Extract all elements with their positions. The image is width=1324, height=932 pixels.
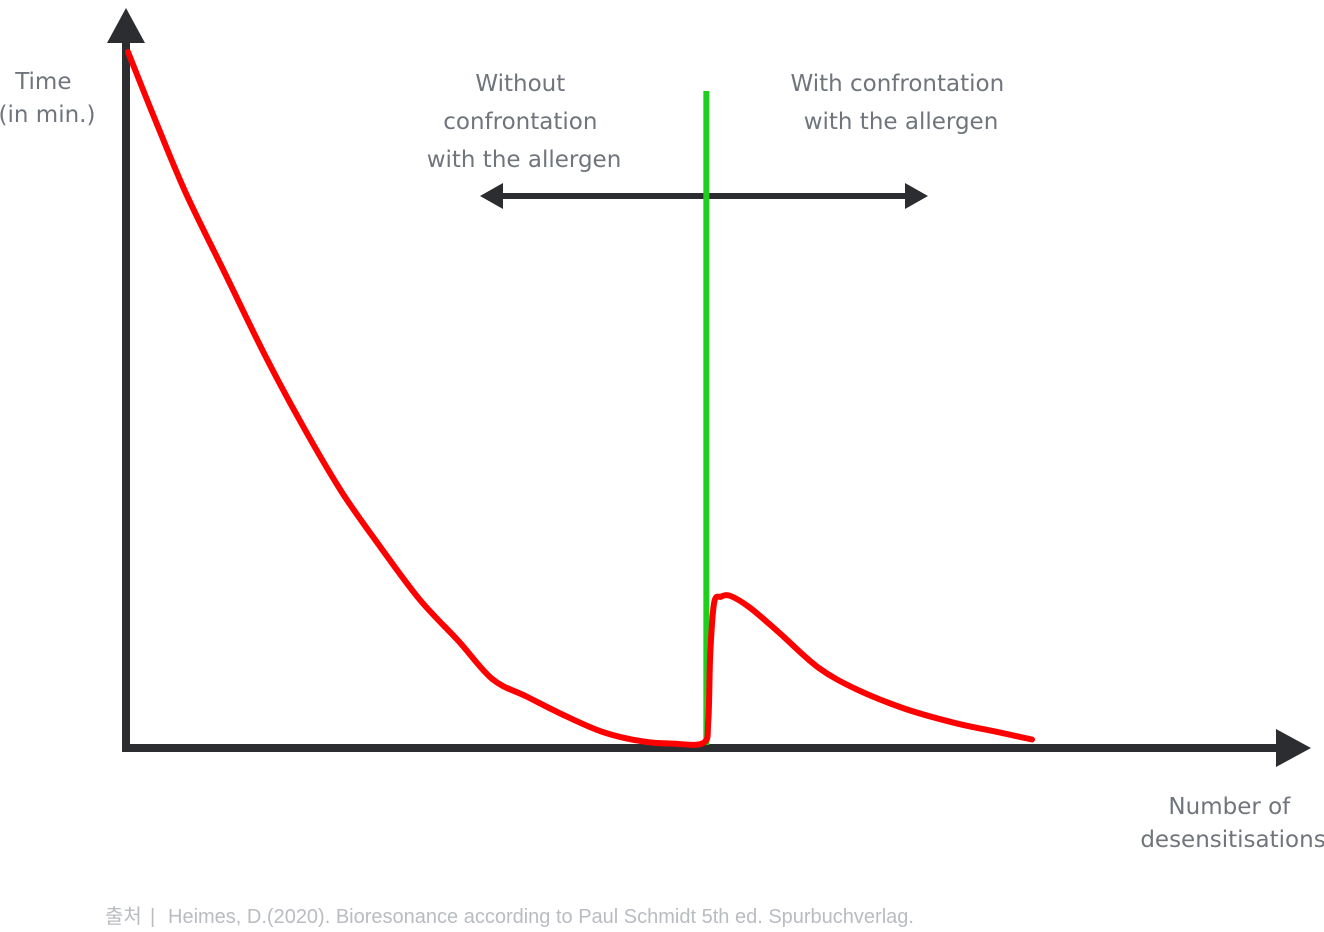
region-label-without-line-1: Without <box>475 71 565 97</box>
source-citation: 출처 | Heimes, D.(2020). Bioresonance acco… <box>105 905 914 928</box>
x-axis-label-line-2: desensitisations <box>1140 827 1324 853</box>
region-label-without: Without confrontation with the allergen <box>427 71 622 173</box>
x-axis-arrowhead <box>1276 729 1311 767</box>
region-label-with: With confrontation with the allergen <box>790 71 1011 135</box>
series-line <box>125 49 1035 748</box>
region-label-with-line-2: with the allergen <box>804 109 999 135</box>
source-text: Heimes, D.(2020). Bioresonance according… <box>168 906 914 928</box>
y-axis-arrowhead <box>107 8 145 43</box>
region-arrowhead-right <box>905 183 928 209</box>
region-arrowhead-left <box>480 183 503 209</box>
region-label-without-line-3: with the allergen <box>427 147 622 173</box>
x-axis-label: Number of desensitisations <box>1140 794 1324 853</box>
region-label-with-line-1: With confrontation <box>790 71 1004 97</box>
y-axis-label: Time (in min.) <box>0 69 95 128</box>
y-axis-label-line-1: Time <box>14 69 71 95</box>
source-divider: | <box>150 906 155 928</box>
source-prefix: 출처 <box>105 905 142 928</box>
y-axis-label-line-2: (in min.) <box>0 102 95 128</box>
region-label-without-line-2: confrontation <box>443 109 597 135</box>
x-axis-label-line-1: Number of <box>1168 794 1291 820</box>
